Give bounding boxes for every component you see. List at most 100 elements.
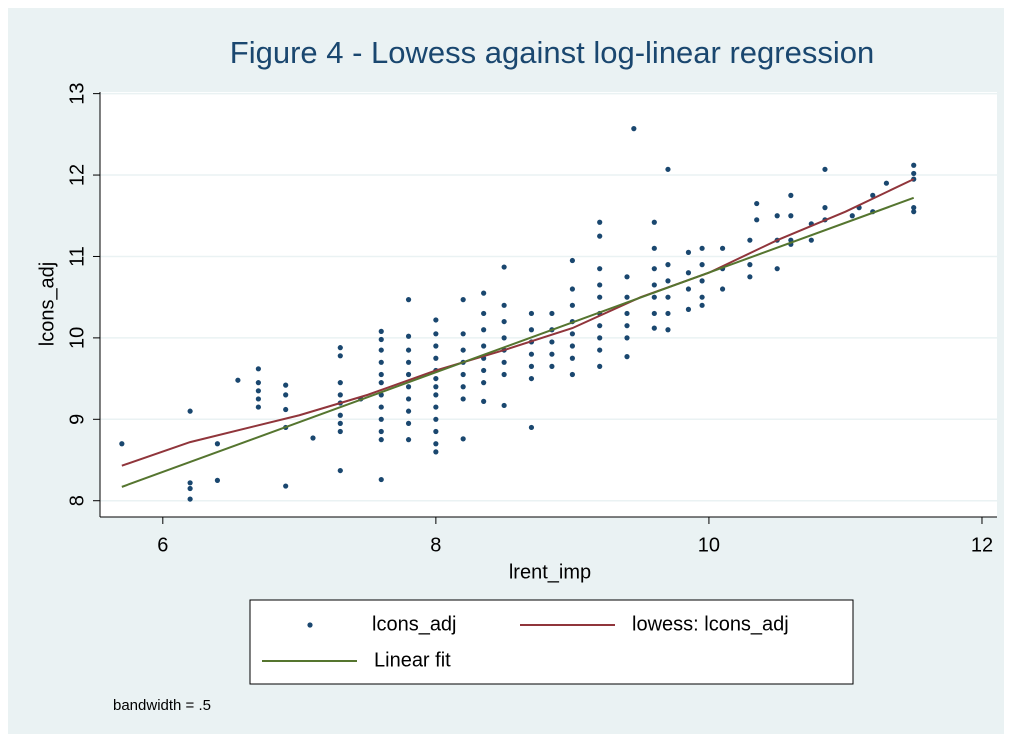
note: bandwidth = .5 (113, 697, 211, 714)
point (433, 355, 439, 361)
point (214, 441, 221, 447)
point (911, 162, 917, 168)
point (501, 264, 507, 270)
point (481, 380, 487, 386)
point (597, 282, 603, 288)
point (501, 335, 507, 341)
point (699, 262, 705, 268)
point (460, 331, 466, 337)
point (378, 428, 384, 435)
point (569, 371, 575, 378)
point (699, 278, 705, 284)
point (460, 347, 466, 353)
point (337, 467, 343, 474)
point (405, 347, 412, 353)
point (665, 278, 671, 284)
point (774, 266, 780, 272)
point (569, 302, 575, 308)
point (378, 437, 384, 443)
point (405, 333, 412, 339)
point (378, 336, 384, 343)
point (187, 480, 193, 486)
point (774, 213, 780, 219)
point (665, 327, 671, 333)
point (187, 485, 193, 492)
point (433, 404, 439, 410)
point (549, 310, 555, 317)
point (378, 371, 384, 378)
point (651, 245, 657, 251)
point (255, 404, 261, 410)
point (822, 166, 828, 172)
point (597, 294, 603, 300)
point (481, 290, 487, 296)
point (699, 245, 705, 251)
point (597, 219, 603, 225)
point (569, 355, 575, 361)
y-tick-label: 9 (66, 414, 88, 425)
point (433, 317, 439, 323)
point (283, 406, 289, 413)
point (433, 441, 439, 447)
point (405, 384, 412, 390)
point (528, 363, 535, 369)
point (501, 371, 507, 378)
point (651, 219, 657, 225)
plot-region (100, 92, 997, 517)
point (597, 323, 603, 329)
point (651, 294, 657, 300)
point (433, 428, 439, 435)
point (747, 262, 753, 268)
point (624, 274, 630, 280)
point (631, 126, 637, 132)
point (378, 380, 384, 386)
line (121, 196, 915, 488)
y-tick-label: 11 (66, 246, 88, 267)
point (719, 245, 726, 251)
point (528, 424, 535, 431)
point (337, 380, 343, 386)
point (624, 335, 630, 341)
x-tick-label: 6 (157, 534, 168, 556)
point (337, 420, 343, 426)
point (255, 380, 261, 386)
point (337, 345, 343, 351)
point (460, 371, 466, 378)
point (870, 192, 876, 199)
point (719, 286, 726, 292)
point (501, 302, 507, 308)
point (337, 353, 343, 359)
point (433, 392, 439, 398)
point (624, 354, 630, 360)
point (433, 449, 439, 455)
point (651, 266, 657, 272)
point (788, 213, 794, 219)
point (747, 237, 753, 243)
y-tick-label: 12 (66, 164, 88, 186)
point (405, 297, 412, 303)
x-axis-label: lrent_imp (509, 561, 591, 583)
point (405, 437, 412, 443)
point (378, 416, 384, 422)
point (378, 476, 384, 483)
point (528, 375, 535, 382)
point (405, 359, 412, 365)
point (849, 213, 855, 219)
point (214, 477, 221, 483)
point (255, 396, 261, 402)
point (597, 363, 603, 369)
point (405, 371, 412, 378)
point (685, 286, 692, 292)
point (460, 396, 466, 402)
point (378, 347, 384, 353)
point (597, 347, 603, 353)
y-tick-label: 10 (66, 327, 88, 349)
point (549, 363, 555, 369)
point (460, 297, 466, 303)
point (549, 339, 555, 345)
point (822, 205, 828, 211)
point (481, 327, 487, 333)
point (187, 408, 193, 414)
point (378, 359, 384, 365)
point (788, 192, 794, 199)
